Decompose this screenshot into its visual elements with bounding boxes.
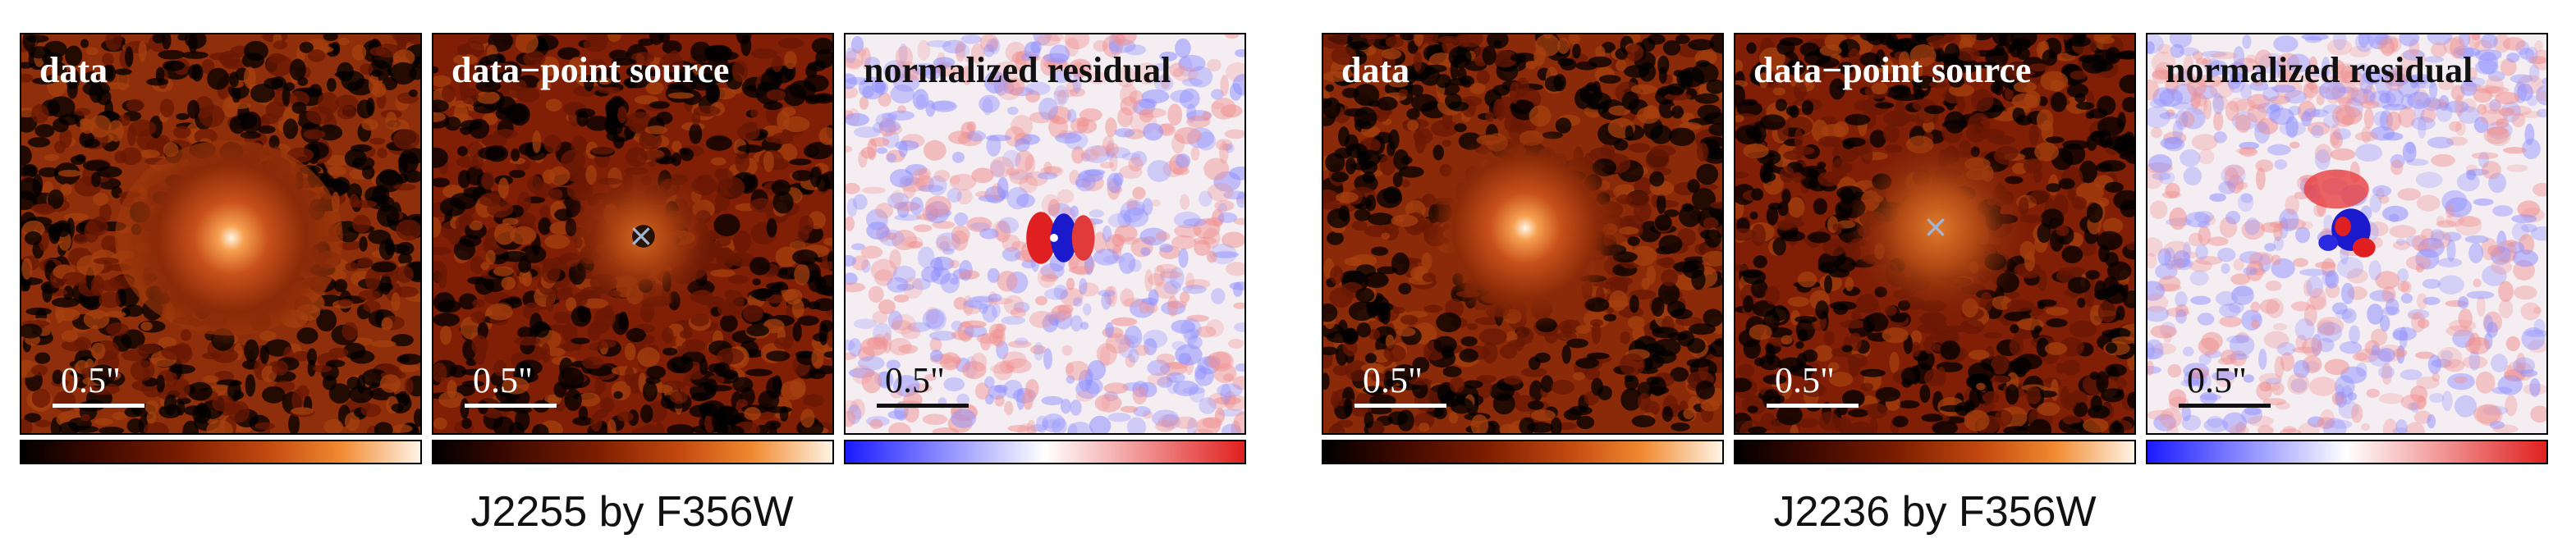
panel-label: normalized residual: [2166, 50, 2473, 90]
scale-bar: 0.5": [53, 361, 144, 408]
colorbar-data-minus-point-source: [1734, 440, 2136, 464]
scale-bar-label: 0.5": [885, 360, 945, 400]
point-source-marker: ×: [1923, 208, 1949, 244]
colorbar-data: [1322, 440, 1724, 464]
colorbar-residual: [2146, 440, 2548, 464]
scale-bar-label: 0.5": [61, 360, 121, 400]
colorbar-data: [20, 440, 422, 464]
scale-bar: 0.5": [2179, 361, 2271, 408]
colorbar-residual: [844, 440, 1246, 464]
galaxy-image: [21, 34, 420, 433]
figure-j2236: data 0.5" data−point source × 0.5": [1322, 0, 2569, 548]
residual-map: [846, 34, 1244, 433]
scale-bar: 0.5": [877, 361, 969, 408]
scale-bar-line: [2179, 404, 2271, 408]
scale-bar: 0.5": [465, 361, 557, 408]
figure-j2255: data 0.5" data−point source × 0.5": [20, 0, 1284, 548]
scale-bar: 0.5": [1767, 361, 1859, 408]
scale-bar-line: [53, 404, 144, 408]
panel-label: data: [1341, 50, 1410, 90]
scale-bar-line: [1767, 404, 1859, 408]
panel-data-minus-point-source: data−point source × 0.5": [1734, 33, 2136, 435]
residual-host-image: [433, 34, 832, 433]
residual-map: [2147, 34, 2546, 433]
figure-caption: J2255 by F356W: [470, 488, 794, 536]
panel-label: data−point source: [1753, 50, 2032, 90]
panel-label: data: [39, 50, 108, 90]
colorbar-data-minus-point-source: [432, 440, 834, 464]
scale-bar-label: 0.5": [1775, 360, 1835, 400]
panel-data-minus-point-source: data−point source × 0.5": [432, 33, 834, 435]
panel-data: data 0.5": [1322, 33, 1724, 435]
scale-bar: 0.5": [1354, 361, 1446, 408]
scale-bar-line: [877, 404, 969, 408]
panel-label: normalized residual: [864, 50, 1171, 90]
residual-host-image: [1735, 34, 2134, 433]
point-source-marker: ×: [628, 217, 654, 253]
panel-label: data−point source: [451, 50, 730, 90]
scale-bar-line: [465, 404, 557, 408]
panel-normalized-residual: normalized residual 0.5": [844, 33, 1246, 435]
panel-normalized-residual: normalized residual 0.5": [2146, 33, 2548, 435]
panel-data: data 0.5": [20, 33, 422, 435]
figure-caption: J2236 by F356W: [1773, 488, 2097, 536]
galaxy-image: [1323, 34, 1722, 433]
scale-bar-line: [1354, 404, 1446, 408]
scale-bar-label: 0.5": [473, 360, 533, 400]
scale-bar-label: 0.5": [2187, 360, 2247, 400]
scale-bar-label: 0.5": [1363, 360, 1423, 400]
